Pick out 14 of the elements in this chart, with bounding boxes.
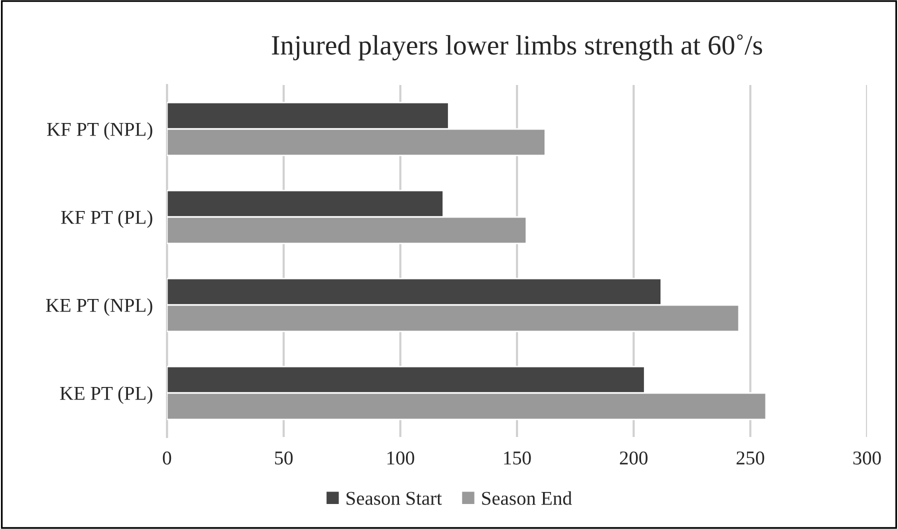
- y-tick-label: KE PT (PL): [60, 386, 152, 404]
- x-tick-label: 150: [504, 451, 531, 465]
- x-tick-label: 50: [275, 451, 293, 465]
- x-tick-label: 0: [162, 451, 172, 465]
- y-tick-label: KF PT (PL): [61, 210, 152, 228]
- x-tick-label: 100: [387, 451, 414, 465]
- y-tick-label: KF PT (NPL): [47, 122, 152, 140]
- legend-label: Season Start: [346, 492, 442, 505]
- x-tick-label: 200: [620, 451, 648, 465]
- legend-label: Season End: [482, 491, 572, 505]
- chart-title: Injured players lower limbs strength at 60˚/s: [272, 34, 762, 60]
- y-tick-label: KE PT (NPL): [46, 298, 152, 316]
- x-tick-label: 300: [853, 451, 881, 465]
- x-tick-label: 250: [736, 451, 764, 465]
